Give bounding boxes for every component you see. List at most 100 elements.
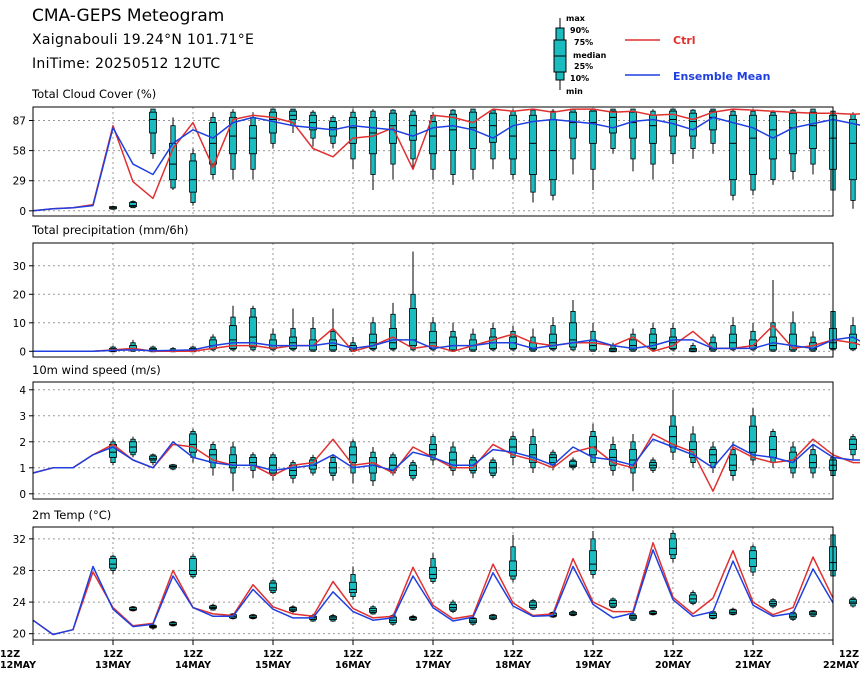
x-tick-label-hour: 12Z (263, 649, 283, 660)
box-31 (729, 441, 737, 481)
box-upper (650, 328, 656, 335)
box-33 (769, 280, 777, 352)
box-0 (109, 554, 117, 575)
box-body (229, 116, 237, 155)
box-21 (529, 109, 537, 203)
box-1 (129, 200, 137, 209)
box-body (149, 455, 157, 461)
box-11 (329, 613, 337, 622)
box-body (549, 333, 557, 349)
box-body (189, 433, 197, 453)
box-body (589, 550, 597, 571)
x-tick-label-hour: 12Z (743, 649, 763, 660)
box-lower (390, 142, 396, 165)
box-lower (650, 142, 656, 165)
box-lower (670, 554, 676, 560)
box-upper (350, 441, 356, 448)
box-body (649, 333, 657, 349)
box-lower (770, 158, 776, 181)
box-9 (289, 308, 297, 352)
box-13 (369, 109, 377, 191)
box-lower (170, 179, 176, 189)
box-body (449, 113, 457, 152)
box-upper (430, 558, 436, 568)
box-body (349, 116, 357, 144)
box-15 (409, 460, 417, 481)
box-upper (730, 325, 736, 335)
box-lower (610, 132, 616, 149)
legend-label-0: max (566, 14, 586, 23)
box-upper (690, 345, 696, 349)
box-body (109, 558, 117, 569)
box-upper (270, 333, 276, 341)
ctrl-line (32, 542, 834, 636)
box-lower (310, 129, 316, 139)
box-24 (589, 423, 597, 468)
box-9 (289, 605, 297, 614)
box-body (729, 454, 737, 471)
box-body (589, 436, 597, 456)
box-lower (670, 135, 676, 155)
panel-3: 2m Temp (°C) 20 24 28 32 (13, 508, 857, 641)
box-lower (350, 142, 356, 160)
x-tick-label-date: 14MAY (175, 660, 211, 671)
box-lower (790, 467, 796, 474)
box-lower (570, 346, 576, 351)
box-body (429, 121, 437, 155)
box-37 (849, 596, 857, 608)
box-37 (849, 112, 857, 209)
box-26 (629, 434, 637, 492)
box-lower (630, 137, 636, 160)
box-24 (589, 108, 597, 191)
box-upper (550, 325, 556, 335)
box-1 (129, 436, 137, 458)
box-body (849, 333, 857, 349)
box-18 (469, 108, 477, 180)
box-5 (209, 441, 217, 476)
panel-title: Total precipitation (mm/6h) (31, 223, 188, 237)
box-upper (310, 111, 316, 116)
box-lower (410, 139, 416, 160)
box-lower (230, 467, 236, 474)
box-34 (789, 109, 797, 180)
box-body (269, 582, 277, 591)
box-8 (269, 108, 277, 149)
box-14 (389, 302, 397, 352)
box-lower (370, 472, 376, 482)
box-lower (230, 153, 236, 170)
box-lower (430, 577, 436, 582)
box-lower (190, 191, 196, 203)
box-32 (749, 322, 757, 352)
box-lower (730, 469, 736, 476)
y-tick-label: 30 (13, 261, 26, 273)
box-lower (430, 153, 436, 170)
y-tick-label: 4 (19, 385, 26, 397)
box-body (229, 325, 237, 349)
box-upper (470, 108, 476, 113)
box-upper (590, 330, 596, 341)
box-18 (469, 616, 477, 626)
box-upper (670, 328, 676, 338)
box-20 (509, 325, 517, 352)
box-upper (530, 109, 536, 116)
x-tick-label-hour: 12Z (0, 649, 20, 660)
box-6 (229, 305, 237, 352)
box-lower (790, 153, 796, 172)
box-body (209, 339, 217, 349)
box-lower (490, 141, 496, 160)
box-lower (690, 456, 696, 463)
y-tick-label: 32 (13, 534, 26, 546)
box-25 (609, 342, 617, 353)
box-lower (590, 142, 596, 170)
ensemble-mean-line (33, 336, 860, 353)
init-time-label: IniTime: 20250512 12UTC (32, 56, 221, 72)
panel-frame (32, 106, 834, 217)
box-18 (469, 454, 477, 479)
y-tick-label: 2 (19, 437, 26, 449)
box-8 (269, 452, 277, 481)
box-upper (350, 342, 356, 346)
box-32 (749, 109, 757, 196)
box-body (249, 125, 257, 155)
legend-label-2: 75% (574, 38, 593, 47)
box-body (809, 454, 817, 469)
